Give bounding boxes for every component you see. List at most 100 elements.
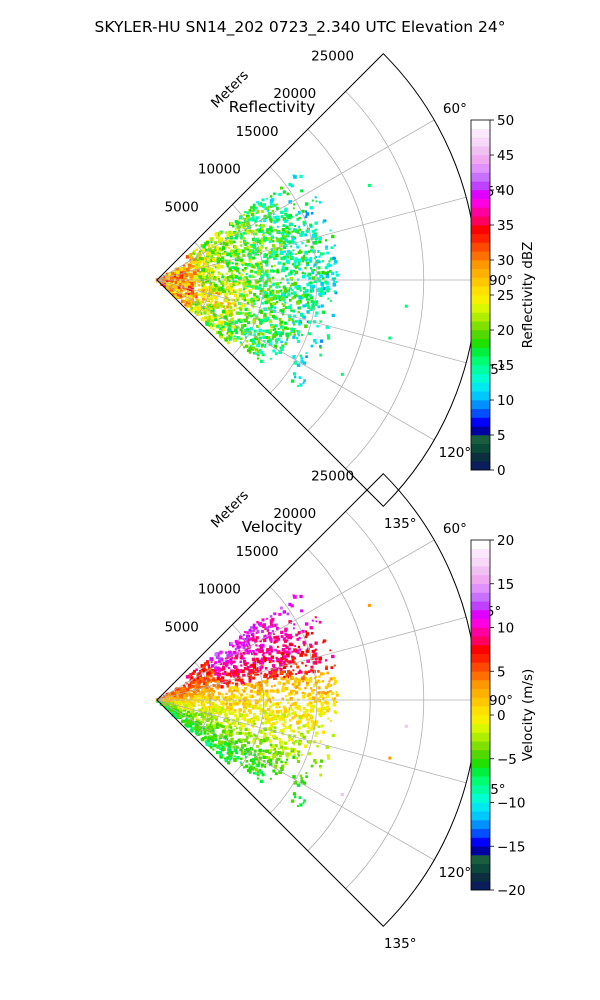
- echo-gate: [264, 207, 267, 210]
- echo-gate: [244, 279, 248, 284]
- echo-gate: [192, 678, 196, 681]
- echo-gate: [185, 298, 188, 302]
- echo-gate: [213, 733, 217, 738]
- echo-gate: [240, 751, 244, 756]
- echo-gate: [210, 311, 213, 314]
- echo-gate: [273, 726, 277, 729]
- echo-gate: [259, 779, 264, 784]
- echo-gate: [238, 635, 243, 640]
- echo-gate: [251, 706, 255, 710]
- echo-gate: [333, 697, 337, 700]
- echo-gate: [288, 200, 292, 204]
- echo-gate: [200, 677, 204, 681]
- echo-gate: [248, 210, 252, 214]
- echo-gate: [303, 224, 306, 227]
- echo-gate: [186, 304, 190, 308]
- echo-gate: [258, 729, 263, 734]
- echo-gate: [333, 664, 336, 667]
- echo-gate: [245, 344, 249, 348]
- echo-gate: [243, 247, 247, 250]
- echo-gate: [265, 651, 268, 654]
- echo-gate: [242, 213, 245, 217]
- echo-gate: [228, 290, 231, 293]
- echo-gate: [298, 669, 302, 672]
- echo-gate: [259, 704, 262, 707]
- echo-gate: [217, 707, 222, 712]
- echo-gate: [191, 690, 194, 693]
- echo-gate: [292, 748, 296, 751]
- echo-gate: [240, 654, 244, 658]
- echo-gate: [301, 293, 305, 297]
- echo-gate: [187, 719, 191, 723]
- echo-gate: [242, 710, 246, 714]
- echo-gate: [286, 338, 288, 341]
- echo-gate: [242, 651, 246, 655]
- colorbar-segment: [471, 653, 490, 663]
- colorbar-segment: [471, 426, 490, 436]
- echo-gate: [255, 216, 259, 220]
- colorbar-segment: [471, 837, 490, 847]
- echo-gate: [226, 282, 228, 285]
- echo-gate: [207, 692, 210, 695]
- echo-gate: [236, 336, 240, 340]
- echo-gate: [226, 756, 230, 760]
- echo-gate: [252, 625, 256, 629]
- panel-title: Reflectivity: [229, 98, 316, 116]
- echo-gate: [297, 682, 301, 686]
- echo-gate: [229, 238, 233, 242]
- echo-gate: [325, 286, 329, 291]
- colorbar-segment: [471, 732, 490, 742]
- echo-gate: [197, 722, 201, 725]
- echo-gate: [211, 299, 214, 302]
- echo-gate: [200, 730, 203, 733]
- echo-gate: [331, 313, 335, 318]
- echo-gate: [176, 274, 179, 277]
- echo-gate: [312, 726, 316, 730]
- echo-gate: [220, 320, 225, 325]
- echo-gate: [292, 775, 296, 779]
- echo-gate: [256, 621, 259, 624]
- echo-gate: [224, 757, 226, 760]
- echo-gate: [172, 285, 176, 288]
- echo-gate: [331, 277, 335, 281]
- echo-gate: [242, 278, 245, 281]
- colorbar-segment: [471, 417, 490, 427]
- echo-gate: [290, 665, 293, 668]
- echo-gate: [260, 690, 263, 693]
- echo-gate: [185, 297, 188, 300]
- echo-gate: [222, 700, 225, 704]
- echo-gate: [235, 331, 239, 335]
- echo-gate: [206, 251, 210, 255]
- echo-gate: [298, 687, 302, 691]
- echo-gate: [280, 657, 283, 660]
- echo-gate: [308, 276, 312, 280]
- echo-gate: [278, 286, 281, 288]
- echo-gate: [226, 322, 231, 327]
- echo-gate: [295, 685, 299, 689]
- echo-gate: [231, 298, 234, 302]
- echo-gate: [205, 668, 208, 672]
- echo-gate: [244, 287, 248, 290]
- echo-gate: [287, 305, 291, 309]
- echo-gate: [270, 725, 274, 729]
- echo-gate: [284, 275, 287, 278]
- echo-gate: [273, 247, 277, 251]
- echo-gate: [307, 305, 311, 309]
- echo-gate: [208, 667, 212, 671]
- echo-gate: [300, 360, 304, 364]
- echo-gate: [165, 279, 169, 282]
- echo-gate: [256, 689, 261, 693]
- echo-gate: [309, 223, 313, 227]
- echo-gate: [291, 318, 294, 321]
- echo-gate: [210, 661, 213, 664]
- echo-gate: [177, 281, 181, 285]
- echo-gate: [269, 201, 273, 205]
- echo-gate: [306, 274, 310, 278]
- echo-gate: [174, 286, 178, 289]
- echo-gate: [321, 730, 325, 734]
- echo-gate: [200, 664, 205, 668]
- echo-gate: [324, 271, 328, 275]
- echo-gate: [210, 295, 214, 299]
- echo-gate: [288, 660, 292, 664]
- echo-gate: [231, 718, 234, 722]
